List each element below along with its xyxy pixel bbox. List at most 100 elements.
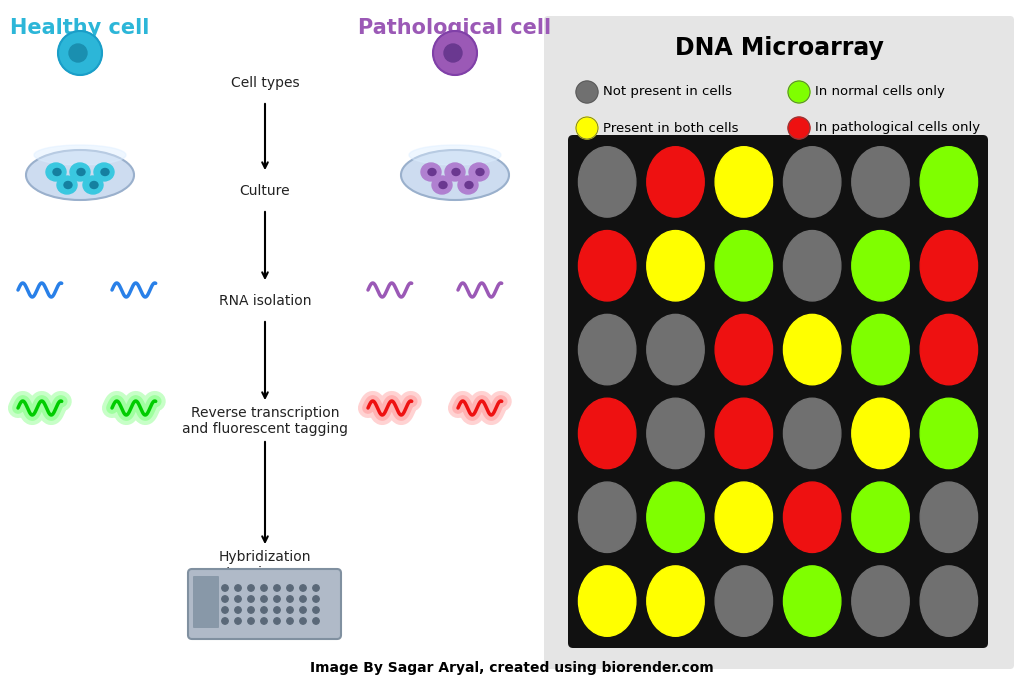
Circle shape [300, 618, 306, 624]
Circle shape [575, 81, 598, 103]
Ellipse shape [432, 176, 452, 194]
Text: Pathological cell: Pathological cell [358, 18, 552, 38]
Ellipse shape [783, 147, 841, 217]
Circle shape [261, 618, 267, 624]
Ellipse shape [647, 231, 705, 301]
Circle shape [261, 607, 267, 613]
Ellipse shape [465, 182, 473, 189]
Ellipse shape [715, 231, 772, 301]
Ellipse shape [647, 398, 705, 469]
Text: Culture: Culture [240, 184, 291, 198]
Ellipse shape [715, 482, 772, 553]
Text: RNA isolation: RNA isolation [219, 294, 311, 308]
Ellipse shape [579, 398, 636, 469]
Circle shape [300, 596, 306, 602]
Circle shape [222, 607, 228, 613]
Ellipse shape [647, 314, 705, 385]
Circle shape [248, 596, 254, 602]
Ellipse shape [469, 163, 489, 181]
Circle shape [58, 31, 102, 75]
Ellipse shape [445, 163, 465, 181]
Ellipse shape [921, 314, 978, 385]
Ellipse shape [94, 163, 114, 181]
Ellipse shape [90, 182, 98, 189]
Ellipse shape [783, 398, 841, 469]
Ellipse shape [579, 482, 636, 553]
Circle shape [222, 596, 228, 602]
Ellipse shape [101, 169, 109, 176]
Ellipse shape [452, 169, 460, 176]
Ellipse shape [57, 176, 77, 194]
Ellipse shape [476, 169, 484, 176]
Circle shape [312, 596, 319, 602]
Circle shape [287, 596, 293, 602]
Ellipse shape [852, 314, 909, 385]
Ellipse shape [715, 566, 772, 637]
FancyBboxPatch shape [544, 16, 1014, 669]
Circle shape [788, 81, 810, 103]
Circle shape [312, 607, 319, 613]
Ellipse shape [53, 169, 61, 176]
Ellipse shape [921, 147, 978, 217]
Ellipse shape [83, 176, 103, 194]
FancyBboxPatch shape [188, 569, 341, 639]
Ellipse shape [428, 169, 436, 176]
Circle shape [300, 585, 306, 591]
Circle shape [433, 31, 477, 75]
Text: Hybridization
onto microarray: Hybridization onto microarray [209, 550, 321, 580]
Ellipse shape [852, 398, 909, 469]
Circle shape [248, 585, 254, 591]
Circle shape [287, 618, 293, 624]
Ellipse shape [783, 566, 841, 637]
Ellipse shape [783, 231, 841, 301]
Ellipse shape [63, 182, 72, 189]
Ellipse shape [852, 566, 909, 637]
Circle shape [261, 596, 267, 602]
Ellipse shape [70, 163, 90, 181]
Ellipse shape [921, 566, 978, 637]
Circle shape [69, 44, 87, 62]
Circle shape [312, 618, 319, 624]
Circle shape [287, 607, 293, 613]
Circle shape [248, 607, 254, 613]
Circle shape [273, 607, 281, 613]
Ellipse shape [647, 482, 705, 553]
Circle shape [273, 596, 281, 602]
Circle shape [273, 618, 281, 624]
Circle shape [234, 618, 242, 624]
Ellipse shape [852, 231, 909, 301]
Ellipse shape [579, 147, 636, 217]
Circle shape [300, 607, 306, 613]
Ellipse shape [921, 482, 978, 553]
Text: Cell types: Cell types [230, 76, 299, 90]
Ellipse shape [715, 398, 772, 469]
Circle shape [575, 117, 598, 139]
Ellipse shape [715, 147, 772, 217]
Ellipse shape [401, 150, 509, 200]
Text: DNA Microarray: DNA Microarray [675, 36, 884, 60]
Ellipse shape [921, 231, 978, 301]
Circle shape [273, 585, 281, 591]
Ellipse shape [579, 566, 636, 637]
Text: Healthy cell: Healthy cell [10, 18, 150, 38]
Text: Reverse transcription
and fluorescent tagging: Reverse transcription and fluorescent ta… [182, 406, 348, 436]
Ellipse shape [77, 169, 85, 176]
Ellipse shape [852, 147, 909, 217]
Circle shape [234, 596, 242, 602]
FancyBboxPatch shape [193, 576, 219, 628]
Circle shape [222, 585, 228, 591]
Circle shape [222, 618, 228, 624]
Ellipse shape [715, 314, 772, 385]
Ellipse shape [439, 182, 447, 189]
Circle shape [788, 117, 810, 139]
Text: In pathological cells only: In pathological cells only [815, 122, 980, 135]
Circle shape [444, 44, 462, 62]
Ellipse shape [26, 150, 134, 200]
Circle shape [312, 585, 319, 591]
Ellipse shape [921, 398, 978, 469]
Ellipse shape [458, 176, 478, 194]
Circle shape [287, 585, 293, 591]
Ellipse shape [579, 231, 636, 301]
Ellipse shape [647, 566, 705, 637]
Text: In normal cells only: In normal cells only [815, 85, 945, 98]
